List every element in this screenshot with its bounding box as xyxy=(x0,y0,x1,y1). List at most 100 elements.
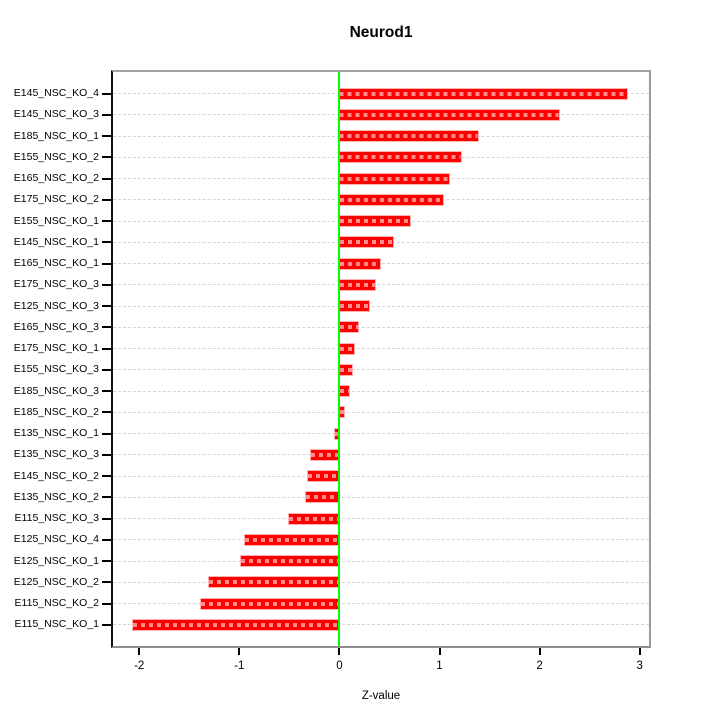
y-axis-tick xyxy=(102,347,111,350)
gridline xyxy=(113,433,649,435)
bar-E145_NSC_KO_2 xyxy=(307,470,340,483)
y-axis-label: E145_NSC_KO_4 xyxy=(13,87,99,100)
gridline xyxy=(113,326,649,328)
gridline xyxy=(113,624,649,626)
x-axis-tick xyxy=(438,648,441,655)
gridline xyxy=(113,496,649,498)
gridline xyxy=(113,454,649,456)
chart-title: Neurod1 xyxy=(349,24,413,41)
gridline xyxy=(113,284,649,286)
y-axis-label: E175_NSC_KO_3 xyxy=(13,278,99,291)
y-axis-label: E155_NSC_KO_3 xyxy=(13,363,99,376)
y-axis-tick xyxy=(102,368,111,371)
bar-E155_NSC_KO_2 xyxy=(339,151,462,164)
y-axis-label: E115_NSC_KO_1 xyxy=(14,618,99,631)
x-axis-tick xyxy=(138,648,141,655)
y-axis-tick xyxy=(102,283,111,286)
bar-E115_NSC_KO_3 xyxy=(288,512,340,525)
bar-E135_NSC_KO_3 xyxy=(310,448,340,461)
y-axis-tick xyxy=(102,453,111,456)
y-axis-label: E115_NSC_KO_3 xyxy=(14,512,99,525)
gridline xyxy=(113,411,649,413)
bar-E125_NSC_KO_4 xyxy=(244,533,340,546)
plot-area xyxy=(111,70,651,648)
x-axis-tick-label: 1 xyxy=(436,660,443,672)
bar-E115_NSC_KO_2 xyxy=(200,597,340,610)
y-axis-label: E145_NSC_KO_2 xyxy=(13,469,99,482)
y-axis-label: E125_NSC_KO_3 xyxy=(13,299,99,312)
gridline xyxy=(113,581,649,583)
y-axis-label: E125_NSC_KO_4 xyxy=(13,533,99,546)
y-axis-tick xyxy=(102,623,111,626)
y-axis-label: E125_NSC_KO_2 xyxy=(13,575,99,588)
gridline xyxy=(113,390,649,392)
y-axis-label: E135_NSC_KO_1 xyxy=(13,427,99,440)
bar-E145_NSC_KO_4 xyxy=(339,87,628,100)
y-axis-tick xyxy=(102,411,111,414)
y-axis-label: E185_NSC_KO_2 xyxy=(13,405,99,418)
y-axis-tick xyxy=(102,135,111,138)
x-axis-title: Z-value xyxy=(361,690,401,702)
x-axis-tick-label: -1 xyxy=(234,660,245,672)
y-axis-label: E155_NSC_KO_2 xyxy=(13,150,99,163)
y-axis-tick xyxy=(102,220,111,223)
y-axis-label: E125_NSC_KO_1 xyxy=(13,554,99,567)
bar-E155_NSC_KO_3 xyxy=(339,363,354,376)
y-axis-label: E185_NSC_KO_1 xyxy=(13,129,99,142)
y-axis-label: E175_NSC_KO_2 xyxy=(13,193,99,206)
y-axis-tick xyxy=(102,517,111,520)
y-axis-label: E145_NSC_KO_3 xyxy=(13,108,99,121)
gridline xyxy=(113,518,649,520)
bar-E175_NSC_KO_1 xyxy=(339,342,356,355)
y-axis-tick xyxy=(102,198,111,201)
bar-E155_NSC_KO_1 xyxy=(339,215,412,228)
gridline xyxy=(113,539,649,541)
bar-E165_NSC_KO_2 xyxy=(339,172,450,185)
bar-E125_NSC_KO_2 xyxy=(208,576,340,589)
bar-E125_NSC_KO_1 xyxy=(240,555,340,568)
bar-E165_NSC_KO_3 xyxy=(339,321,360,334)
x-axis-tick-label: -2 xyxy=(134,660,145,672)
y-axis-tick xyxy=(102,326,111,329)
gridline xyxy=(113,603,649,605)
y-axis-label: E185_NSC_KO_3 xyxy=(13,384,99,397)
y-axis-tick xyxy=(102,390,111,393)
y-axis-tick xyxy=(102,560,111,563)
y-axis-tick xyxy=(102,496,111,499)
y-axis-tick xyxy=(102,262,111,265)
gridline xyxy=(113,560,649,562)
y-axis-label: E135_NSC_KO_2 xyxy=(13,490,99,503)
y-axis-label: E135_NSC_KO_3 xyxy=(13,448,99,461)
gridline xyxy=(113,305,649,307)
y-axis-tick xyxy=(102,538,111,541)
x-axis-tick-label: 0 xyxy=(336,660,343,672)
bar-E175_NSC_KO_3 xyxy=(339,278,377,291)
y-axis-label: E175_NSC_KO_1 xyxy=(13,342,99,355)
bar-E145_NSC_KO_3 xyxy=(339,108,560,121)
y-axis-label: E115_NSC_KO_2 xyxy=(14,597,99,610)
y-axis-tick xyxy=(102,92,111,95)
bar-E125_NSC_KO_3 xyxy=(339,300,371,313)
y-axis-tick xyxy=(102,602,111,605)
gridline xyxy=(113,348,649,350)
y-axis-label: E145_NSC_KO_1 xyxy=(13,235,99,248)
bar-E115_NSC_KO_1 xyxy=(132,618,340,631)
y-axis-label: E165_NSC_KO_3 xyxy=(13,320,99,333)
bar-E175_NSC_KO_2 xyxy=(339,193,445,206)
y-axis-label: E165_NSC_KO_1 xyxy=(13,257,99,270)
x-axis-tick xyxy=(638,648,641,655)
gridline xyxy=(113,369,649,371)
y-axis-tick xyxy=(102,475,111,478)
y-axis-tick xyxy=(102,156,111,159)
x-axis-tick xyxy=(338,648,341,655)
gridline xyxy=(113,475,649,477)
y-axis-label: E155_NSC_KO_1 xyxy=(13,214,99,227)
bar-E185_NSC_KO_3 xyxy=(339,385,351,398)
y-axis-tick xyxy=(102,241,111,244)
bar-E185_NSC_KO_1 xyxy=(339,130,479,143)
bar-E145_NSC_KO_1 xyxy=(339,236,395,249)
y-axis-tick xyxy=(102,113,111,116)
y-axis-tick xyxy=(102,177,111,180)
y-axis-label: E165_NSC_KO_2 xyxy=(13,172,99,185)
